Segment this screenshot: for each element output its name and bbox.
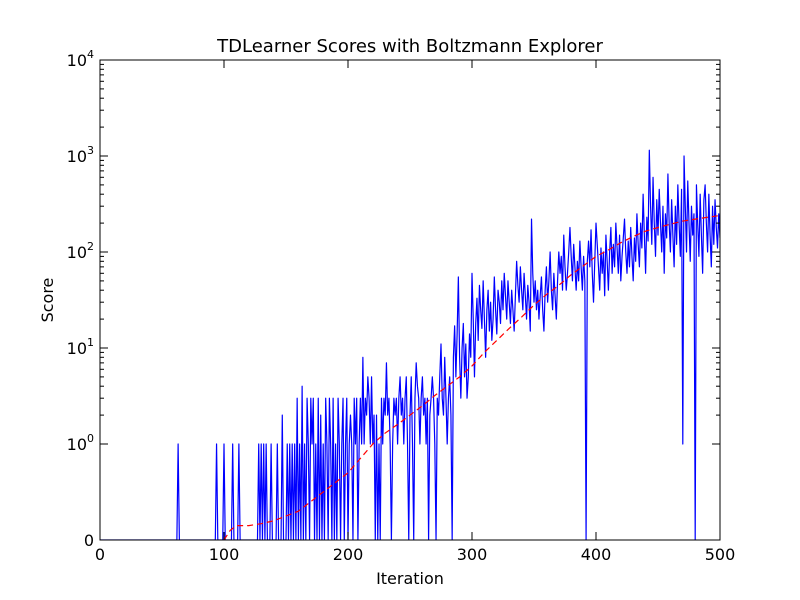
y-tick-label: 104 — [67, 48, 94, 70]
chart-title: TDLearner Scores with Boltzmann Explorer — [216, 36, 603, 57]
y-axis-label: Score — [38, 278, 57, 323]
score-line-series-0 — [100, 149, 720, 540]
x-axis-label: Iteration — [376, 569, 444, 588]
y-tick-label: 100 — [67, 432, 94, 454]
x-tick-label: 300 — [457, 545, 488, 564]
y-tick-label: 101 — [67, 336, 94, 358]
moving-average-line-series-1 — [223, 214, 720, 540]
x-tick-label: 500 — [705, 545, 736, 564]
plot-area: 0 100 200 300 400 500 0 100 101 102 103 104 — [67, 48, 736, 564]
x-tick-label: 400 — [581, 545, 612, 564]
series-group — [100, 149, 720, 540]
y-tick-label: 103 — [67, 144, 94, 166]
y-tick-label: 102 — [67, 240, 94, 262]
x-tick-label: 200 — [333, 545, 364, 564]
x-tick-label: 100 — [209, 545, 240, 564]
axes-frame — [99, 59, 721, 541]
x-tick-label: 0 — [95, 545, 105, 564]
y-tick-label: 0 — [84, 531, 94, 550]
